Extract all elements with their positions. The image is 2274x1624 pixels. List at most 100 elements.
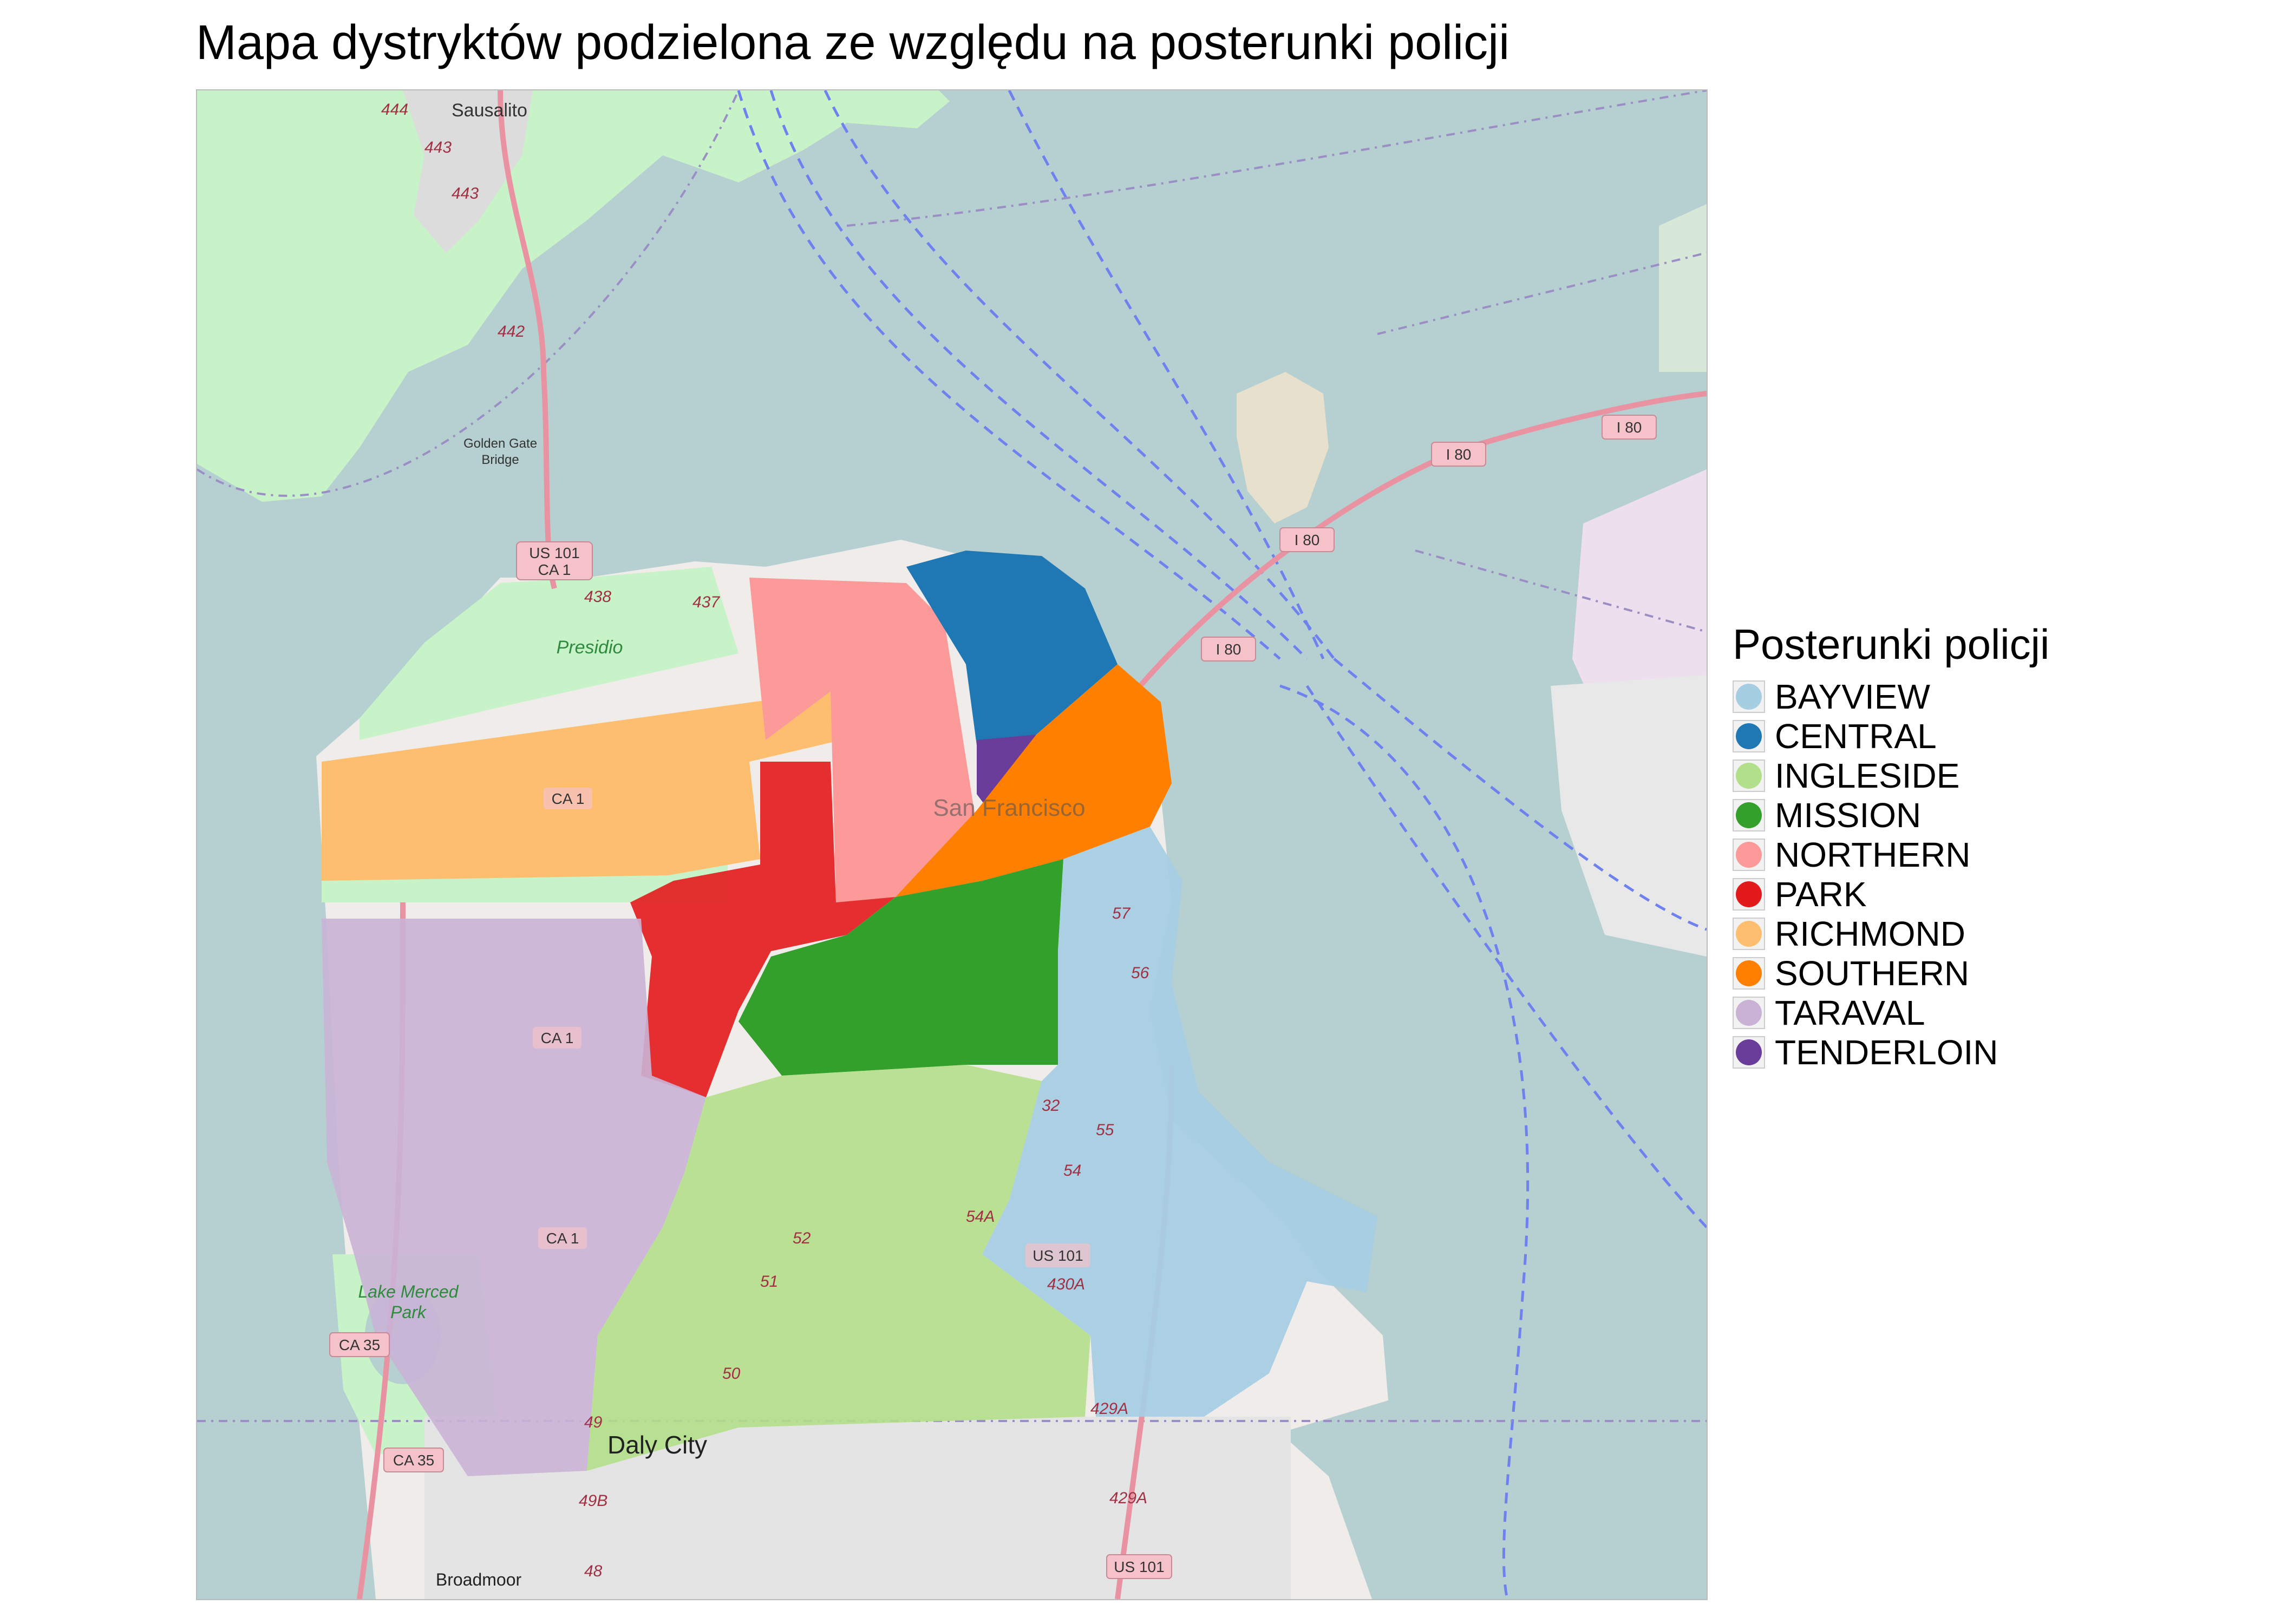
legend-label: TENDERLOIN	[1775, 1032, 1998, 1072]
label-presidio: Presidio	[557, 637, 623, 658]
shield-us101-a	[516, 541, 593, 580]
shield-ca35-a-text: CA 35	[339, 1337, 380, 1353]
exit-443-a: 443	[424, 139, 452, 156]
legend: Posterunki policji BAYVIEW CENTRAL INGLESI…	[1733, 620, 2049, 1072]
shield-ca1-a-text: CA 1	[538, 561, 571, 578]
presidio-park	[360, 567, 739, 740]
legend-label: BAYVIEW	[1775, 677, 1930, 716]
shield-us101-c	[1106, 1554, 1172, 1579]
legend-key	[1733, 719, 1765, 752]
exit-429a-b: 429A	[1109, 1489, 1147, 1507]
legend-item: RICHMOND	[1733, 914, 2049, 953]
shield-i80-b-text: I 80	[1446, 446, 1472, 463]
map-title: Mapa dystryktów podzielona ze względu na…	[195, 16, 1510, 70]
shield-ca1-b	[544, 788, 592, 809]
legend-label: TARAVAL	[1775, 993, 1925, 1032]
district-bayview	[982, 827, 1377, 1417]
shield-ca35-b-text: CA 35	[393, 1452, 434, 1469]
legend-label: SOUTHERN	[1775, 953, 1970, 993]
legend-item: TENDERLOIN	[1733, 1032, 2049, 1072]
legend-item: INGLESIDE	[1733, 756, 2049, 795]
exit-48: 48	[584, 1562, 603, 1580]
legend-key	[1733, 917, 1765, 950]
label-golden-gate-1: Golden Gate	[463, 436, 537, 451]
district-richmond	[322, 691, 841, 881]
legend-key	[1733, 996, 1765, 1029]
shield-i80-d	[1201, 637, 1256, 662]
exit-50: 50	[722, 1365, 741, 1383]
legend-label: PARK	[1775, 874, 1867, 914]
district-northern	[749, 578, 977, 902]
treasure-island	[1237, 372, 1329, 523]
airport-land	[1551, 675, 1707, 957]
legend-item: PARK	[1733, 874, 2049, 914]
shield-i80-d-text: I 80	[1216, 641, 1241, 658]
shield-i80-a-text: I 80	[1617, 419, 1642, 436]
legend-item: SOUTHERN	[1733, 953, 2049, 993]
label-lake-merced-2: Park	[390, 1302, 427, 1322]
exit-438: 438	[584, 588, 611, 606]
exit-57: 57	[1112, 905, 1131, 922]
legend-swatch	[1736, 920, 1762, 947]
label-broadmoor: Broadmoor	[436, 1570, 522, 1589]
shield-ca1-c	[533, 1027, 581, 1049]
shield-ca35-a	[329, 1332, 390, 1357]
district-park	[630, 762, 896, 1097]
district-central	[906, 551, 1118, 745]
map-panel[interactable]: Sausalito Golden Gate Bridge Presidio Sa…	[196, 89, 1708, 1600]
legend-label: RICHMOND	[1775, 914, 1965, 953]
shield-ca1-d-text: CA 1	[546, 1230, 579, 1247]
legend-swatch	[1736, 999, 1762, 1026]
exit-429a-a: 429A	[1090, 1400, 1128, 1418]
legend-swatch	[1736, 802, 1762, 828]
legend-swatch	[1736, 881, 1762, 907]
legend-label: NORTHERN	[1775, 835, 1971, 874]
shield-ca1-b-text: CA 1	[552, 790, 585, 807]
exit-51: 51	[760, 1273, 778, 1291]
legend-label: MISSION	[1775, 795, 1922, 835]
legend-label: CENTRAL	[1775, 716, 1937, 756]
legend-swatch	[1736, 841, 1762, 868]
shield-us101-c-text: US 101	[1114, 1558, 1164, 1575]
exit-442: 442	[498, 323, 525, 340]
east-bay-north	[1659, 204, 1707, 372]
legend-item: TARAVAL	[1733, 993, 2049, 1032]
exit-49: 49	[584, 1413, 603, 1431]
label-san-francisco: San Francisco	[933, 795, 1085, 821]
label-lake-merced-1: Lake Merced	[358, 1282, 459, 1301]
shipping-lanes	[737, 90, 1707, 1599]
legend-items: BAYVIEW CENTRAL INGLESIDE MISSION NORTHERN PA…	[1733, 677, 2049, 1072]
legend-key	[1733, 680, 1765, 713]
boundary-lines	[197, 90, 1707, 1422]
district-southern	[896, 664, 1172, 897]
shield-i80-a	[1602, 415, 1657, 440]
shield-ca1-c-text: CA 1	[541, 1030, 574, 1046]
exit-54: 54	[1063, 1162, 1081, 1180]
shield-i80-b	[1431, 442, 1486, 467]
exit-443-b: 443	[452, 185, 479, 202]
label-golden-gate-2: Bridge	[481, 453, 519, 467]
legend-title: Posterunki policji	[1733, 620, 2050, 668]
district-ingleside	[587, 1065, 1090, 1471]
exit-55: 55	[1096, 1121, 1114, 1139]
shield-i80-c-text: I 80	[1295, 532, 1320, 548]
legend-item: CENTRAL	[1733, 716, 2049, 756]
legend-swatch	[1736, 762, 1762, 789]
marin-land	[197, 90, 950, 502]
shield-i80-c	[1279, 527, 1335, 552]
exit-32: 32	[1042, 1097, 1060, 1115]
exit-444: 444	[381, 101, 408, 119]
legend-swatch	[1736, 683, 1762, 710]
legend-swatch	[1736, 960, 1762, 986]
exit-52: 52	[793, 1229, 811, 1247]
label-daly-city: Daly City	[607, 1431, 707, 1459]
shield-us101-b	[1025, 1243, 1090, 1267]
legend-item: MISSION	[1733, 795, 2049, 835]
shield-us101-b-text: US 101	[1033, 1247, 1083, 1264]
legend-key	[1733, 1036, 1765, 1069]
exit-54a: 54A	[966, 1208, 995, 1226]
legend-label: INGLESIDE	[1775, 756, 1960, 795]
shield-us101-a-text: US 101	[529, 545, 579, 561]
legend-key	[1733, 957, 1765, 990]
label-sausalito: Sausalito	[452, 100, 527, 121]
